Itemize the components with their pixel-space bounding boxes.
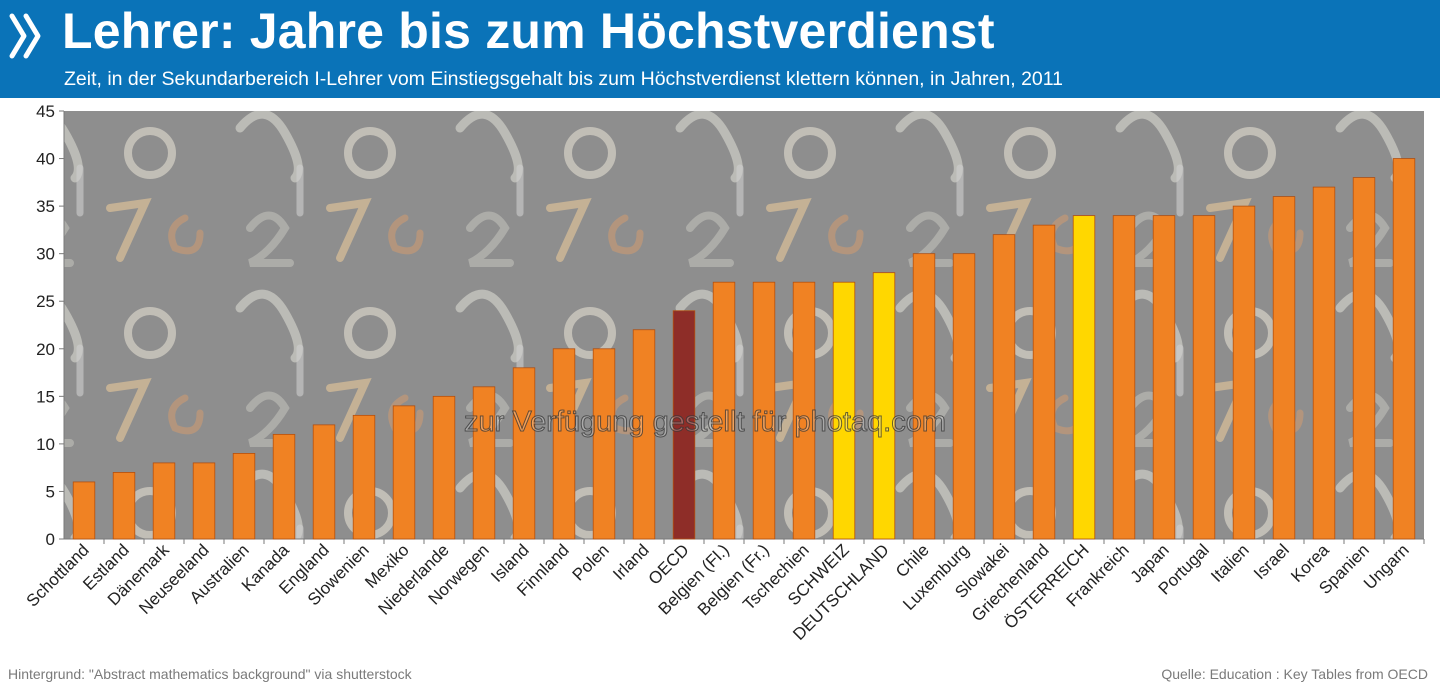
bar — [672, 310, 696, 540]
bar — [512, 367, 536, 540]
bar — [152, 462, 176, 540]
bar — [1112, 215, 1136, 540]
oecd-logo-icon — [9, 13, 41, 59]
bar — [352, 414, 376, 540]
bar — [952, 253, 976, 540]
y-tick-label: 5 — [46, 482, 55, 501]
bar — [592, 348, 616, 540]
category-labels: SchottlandEstlandDänemarkNeuseelandAustr… — [23, 540, 1413, 644]
bar — [1232, 205, 1256, 540]
bar — [392, 405, 416, 540]
bar-chart: 0 5 10 15 20 25 30 35 40 45 SchottlandEstlandDäne… — [23, 102, 1425, 644]
y-tick-label: 15 — [36, 387, 55, 406]
category-label: Polen — [569, 540, 613, 584]
bar — [872, 272, 896, 540]
bar — [832, 281, 856, 540]
category-label: Schottland — [23, 540, 93, 610]
bar — [272, 433, 296, 540]
bar — [1032, 224, 1056, 540]
y-tick-label: 45 — [36, 102, 55, 121]
bars — [72, 158, 1416, 540]
y-tick-label: 35 — [36, 197, 55, 216]
watermark-text: zur Verfügung gestellt für photaq.com — [464, 406, 946, 438]
bar — [552, 348, 576, 540]
source-note: Quelle: Education : Key Tables from OECD — [1161, 666, 1428, 682]
bar — [1072, 215, 1096, 540]
bar — [912, 253, 936, 540]
bar — [112, 472, 136, 540]
bar — [752, 281, 776, 540]
y-tick-label: 30 — [36, 245, 55, 264]
y-tick-labels: 0 5 10 15 20 25 30 35 40 45 — [36, 102, 55, 549]
bar — [232, 452, 256, 540]
bar — [1312, 186, 1336, 540]
y-tick-label: 10 — [36, 435, 55, 454]
bar — [1152, 215, 1176, 540]
category-label: Italien — [1207, 540, 1253, 586]
y-tick-label: 40 — [36, 150, 55, 169]
bar — [192, 462, 216, 540]
chart-subtitle: Zeit, in der Sekundarbereich I-Lehrer vo… — [64, 68, 1064, 90]
bar — [472, 386, 496, 540]
y-tick-label: 20 — [36, 340, 55, 359]
background-credit: Hintergrund: "Abstract mathematics backg… — [8, 666, 412, 682]
bar — [1192, 215, 1216, 540]
bar — [1352, 177, 1376, 540]
bar — [792, 281, 816, 540]
bar — [1392, 158, 1416, 540]
bar — [72, 481, 96, 540]
y-tick-label: 0 — [46, 530, 55, 549]
bar — [312, 424, 336, 540]
bar — [432, 395, 456, 540]
bar — [712, 281, 736, 540]
plot-area-background — [64, 111, 1424, 539]
category-label: Israel — [1250, 540, 1293, 583]
y-tick-label: 25 — [36, 292, 55, 311]
bar — [992, 234, 1016, 540]
bar — [632, 329, 656, 540]
chart-title: Lehrer: Jahre bis zum Höchstverdienst — [62, 3, 995, 59]
bar — [1272, 196, 1296, 540]
category-label: Ungarn — [1360, 540, 1413, 593]
header-bar: Lehrer: Jahre bis zum Höchstverdienst Ze… — [0, 0, 1440, 98]
